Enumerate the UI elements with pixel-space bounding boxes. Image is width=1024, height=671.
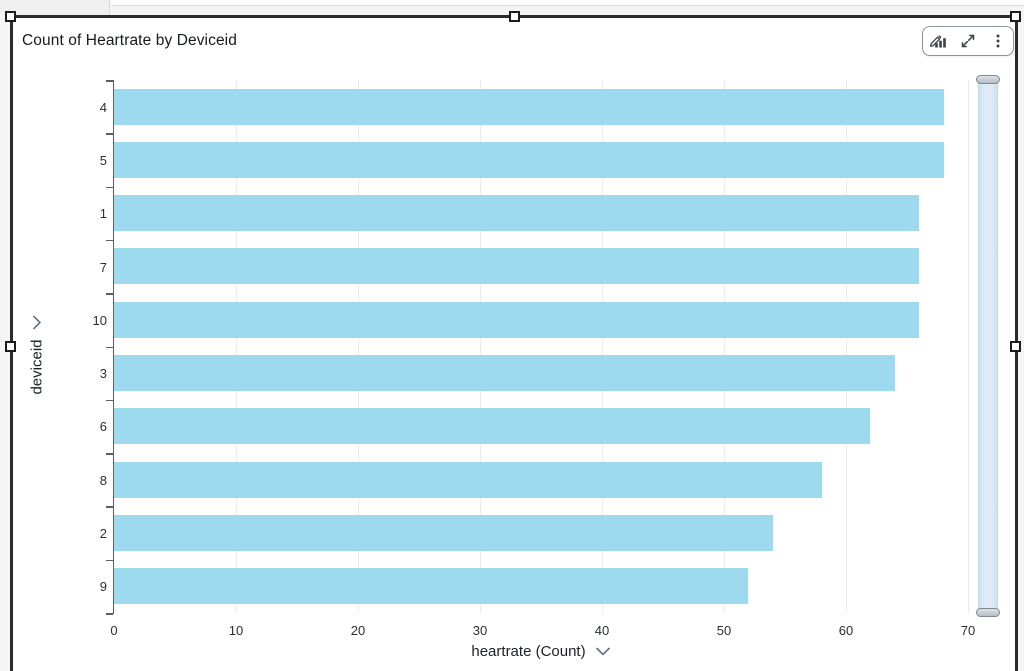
y-tick-label: 10: [92, 312, 107, 328]
gridline: [968, 80, 969, 613]
bar-row: [114, 187, 968, 240]
x-tick-label: 60: [838, 623, 854, 638]
y-axis-tick: [106, 346, 113, 348]
gridline: [724, 80, 725, 613]
menu-options-icon[interactable]: [986, 29, 1010, 53]
y-axis-tick: [106, 133, 113, 135]
y-axis-tick: [106, 453, 113, 455]
bar-deviceid-6[interactable]: [114, 408, 871, 445]
bar-row: [114, 400, 968, 453]
y-tick-label: 3: [99, 366, 107, 382]
y-axis-tick: [106, 293, 113, 295]
x-tick-label: 30: [472, 623, 488, 638]
bar-deviceid-4[interactable]: [114, 88, 944, 125]
x-tick-label: 0: [110, 623, 118, 638]
bar-deviceid-10[interactable]: [114, 301, 920, 338]
y-axis-tick: [106, 80, 113, 82]
bar-deviceid-9[interactable]: [114, 568, 749, 605]
y-axis-tick: [106, 559, 113, 562]
visual-widget[interactable]: Count of Heartrate by Deviceid: [11, 16, 1017, 671]
chevron-down-icon: [595, 643, 611, 660]
axis-range-scrollbar[interactable]: [976, 75, 1000, 617]
tab-bar-edge: [111, 0, 1024, 6]
gridline: [846, 80, 847, 613]
bar-deviceid-7[interactable]: [114, 248, 920, 285]
bar-row: [114, 240, 968, 293]
y-tick-label: 6: [99, 419, 107, 435]
y-tick-label: 1: [99, 206, 107, 222]
resize-handle-top-center[interactable]: [509, 11, 520, 22]
bar-deviceid-3[interactable]: [114, 355, 895, 392]
resize-handle-right-middle[interactable]: [1010, 341, 1021, 352]
chevron-down-icon: [29, 314, 46, 330]
x-axis-title-label: heartrate (Count): [471, 643, 586, 660]
bar-row: [114, 80, 968, 133]
bar-deviceid-5[interactable]: [114, 141, 944, 178]
bar-deviceid-2[interactable]: [114, 514, 773, 551]
y-tick-label: 9: [99, 579, 107, 595]
plot-area: [114, 80, 969, 613]
resize-handle-top-left[interactable]: [5, 11, 16, 22]
resize-handle-top-right[interactable]: [1010, 11, 1021, 22]
sheet-tab[interactable]: [0, 0, 110, 15]
bar-row: [114, 560, 968, 613]
x-tick-label: 20: [350, 623, 366, 638]
y-tick-label: 2: [99, 526, 107, 542]
x-axis-title[interactable]: heartrate (Count): [114, 643, 968, 660]
bar-row: [114, 347, 968, 400]
y-tick-label: 8: [99, 472, 107, 488]
y-axis-tick: [106, 613, 113, 615]
y-axis-tick: [106, 239, 113, 242]
visual-toolbar: [922, 26, 1014, 56]
y-axis-tick: [106, 399, 113, 402]
bar-row: [114, 293, 968, 346]
y-axis-line: [112, 80, 114, 614]
bar-deviceid-1[interactable]: [114, 195, 920, 232]
y-axis-title-label: deviceid: [28, 339, 46, 395]
visual-title: Count of Heartrate by Deviceid: [22, 32, 237, 49]
y-axis-tick: [106, 186, 113, 189]
gridline: [602, 80, 603, 613]
scrollbar-bottom-handle[interactable]: [976, 608, 1000, 617]
y-tick-label: 4: [99, 99, 107, 115]
y-tick-label: 5: [99, 152, 107, 168]
bar-row: [114, 506, 968, 559]
scrollbar-top-handle[interactable]: [976, 75, 1000, 84]
x-tick-label: 50: [716, 623, 732, 638]
gridline: [480, 80, 481, 613]
bar-row: [114, 133, 968, 186]
edit-visual-icon[interactable]: [926, 29, 950, 53]
gridline: [358, 80, 359, 613]
gridline: [236, 80, 237, 613]
sheet-tab-bar: [0, 0, 1024, 15]
y-tick-label: 7: [99, 259, 107, 275]
y-axis-title[interactable]: deviceid: [29, 285, 46, 425]
bar-deviceid-8[interactable]: [114, 461, 822, 498]
maximize-icon[interactable]: [956, 29, 980, 53]
x-tick-label: 10: [228, 623, 244, 638]
resize-handle-left-middle[interactable]: [5, 341, 16, 352]
x-tick-label: 70: [960, 623, 976, 638]
x-tick-label: 40: [594, 623, 610, 638]
bar-row: [114, 453, 968, 506]
y-axis-tick: [106, 506, 113, 508]
